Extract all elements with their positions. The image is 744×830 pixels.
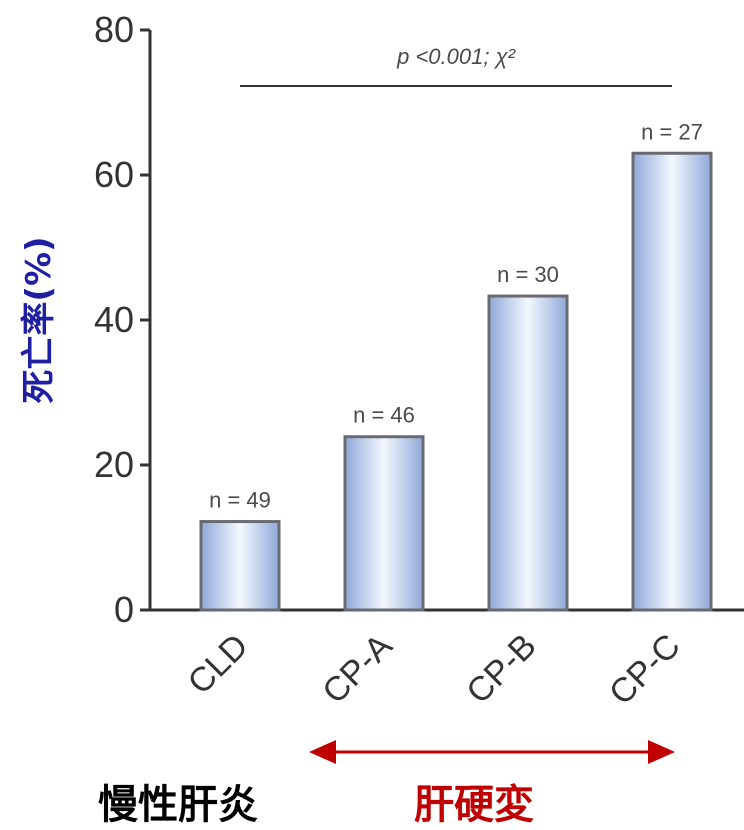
- n-label: n = 49: [209, 488, 271, 513]
- x-tick-label: CLD: [181, 627, 256, 702]
- y-axis-label: 死亡率(%): [19, 236, 59, 403]
- bars-group: [199, 151, 713, 612]
- bar-cld: [199, 520, 281, 612]
- n-label: n = 30: [497, 262, 559, 287]
- bar-cp-c: [631, 151, 713, 612]
- n-label: n = 46: [353, 403, 415, 428]
- y-ticks: 0 20 40 60 80: [94, 9, 150, 630]
- y-tick-label: 80: [94, 9, 134, 50]
- bar-cp-a: [343, 435, 425, 612]
- cirrhosis-label: 肝硬変: [414, 782, 534, 828]
- chronic-hepatitis-label: 慢性肝炎: [98, 782, 258, 828]
- n-label: n = 27: [641, 119, 703, 144]
- n-labels-group: n = 49 n = 46 n = 30 n = 27: [209, 119, 703, 512]
- y-tick-label: 0: [114, 589, 134, 630]
- significance-label: p <0.001; χ²: [396, 44, 515, 69]
- x-tick-label: CP-B: [459, 627, 543, 711]
- y-tick-label: 60: [94, 154, 134, 195]
- bar-cp-b: [487, 294, 569, 612]
- y-tick-label: 40: [94, 299, 134, 340]
- x-tick-labels-group: CLD CP-A CP-B CP-C: [181, 627, 688, 713]
- x-tick-label: CP-C: [602, 627, 688, 713]
- x-tick-label: CP-A: [315, 627, 400, 712]
- y-tick-label: 20: [94, 444, 134, 485]
